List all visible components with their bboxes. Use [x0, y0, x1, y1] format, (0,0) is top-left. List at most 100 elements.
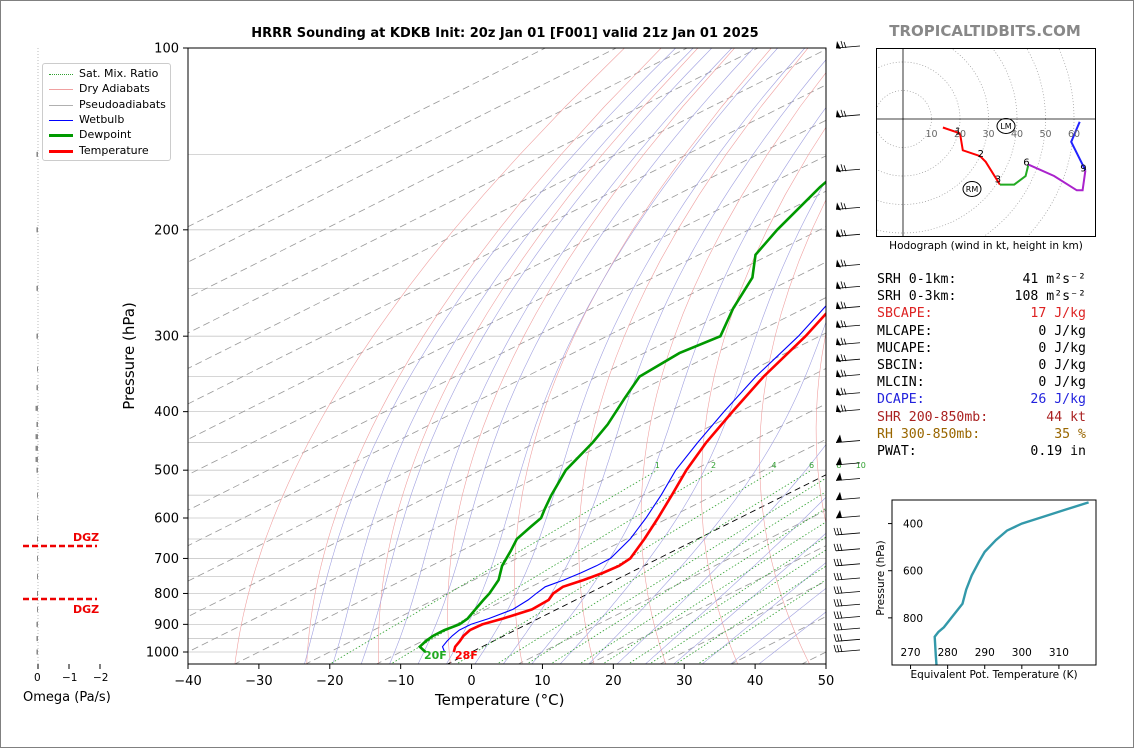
isotherm-line [517, 509, 826, 664]
x-tick-label: −20 [316, 674, 343, 689]
isotherm-line [188, 48, 826, 369]
omega-bar [37, 574, 38, 580]
hodograph-height-label: 6 [1023, 158, 1029, 169]
stats-label: MLCIN: [877, 375, 925, 391]
isotherm-line [659, 580, 826, 664]
thetae-ylabel: Pressure (hPa) [875, 540, 887, 615]
x-tick-label: −10 [387, 674, 414, 689]
y-axis-ticks: 1000 900 800 700 600 500 400 300 200 100 [146, 42, 188, 661]
thetae-x-label: 290 [975, 647, 995, 659]
pseudoadiabat-line [474, 48, 806, 664]
omega-bar [37, 606, 38, 612]
mixing-ratio-labels: 1246810131620243036 [655, 461, 866, 470]
mixing-ratio-line [526, 477, 826, 664]
stats-value: 0 J/kg [1038, 357, 1086, 373]
y-tick-label: 800 [154, 587, 179, 602]
thetae-y-label: 600 [903, 566, 923, 578]
wind-barb [833, 634, 861, 642]
wind-barb [835, 434, 861, 443]
stats-label: SBCIN: [877, 357, 925, 373]
mixing-ratio-label: 6 [809, 461, 814, 470]
mixing-ratio-label: 10 [856, 461, 866, 470]
x-axis-ticks: −40 −30 −20 −10 0 10 20 30 40 50 [174, 664, 834, 689]
thetae-x-label: 280 [938, 647, 958, 659]
isotherm-line [188, 48, 546, 228]
omega-bar [36, 333, 38, 339]
wind-barb [833, 644, 861, 653]
mixing-ratio-line [627, 536, 826, 664]
stats-label: SBCAPE: [877, 306, 933, 322]
pseudoadiabat-line [588, 321, 826, 664]
wind-barb [833, 572, 861, 581]
pseudoadiabat-line [446, 48, 778, 664]
pseudoadiabat-line [332, 48, 694, 664]
isotherm-line [446, 474, 826, 664]
wind-barb [833, 623, 861, 631]
pseudoadiabat-line [758, 611, 826, 664]
dry-adiabat-line [700, 126, 826, 664]
thetae-x-label: 270 [901, 647, 921, 659]
stats-value: 41 m²s⁻² [1022, 272, 1086, 287]
stats-value: 0 J/kg [1038, 340, 1086, 356]
isotherm-line [188, 332, 826, 653]
thetae-x-label: 310 [1049, 647, 1069, 659]
hodograph-ring-label: 60 [1068, 129, 1080, 140]
thetae-y-label: 400 [903, 519, 923, 531]
wind-barb [833, 586, 861, 594]
omega-tick-2: −2 [93, 672, 109, 684]
wetbulb-series-line [441, 304, 826, 653]
y-tick-label: 300 [154, 330, 179, 345]
stats-label: SHR 200-850mb: [877, 409, 989, 425]
omega-bar [36, 649, 38, 655]
omega-bar [35, 445, 38, 451]
y-axis-title: Pressure (hPa) [120, 302, 138, 410]
dewpoint-series-line [417, 180, 826, 653]
y-tick-label: 200 [154, 223, 179, 238]
wind-barb [835, 259, 861, 268]
hodograph-ring-label: 10 [925, 129, 937, 140]
hodograph-segment [1027, 163, 1087, 192]
hodograph-ring [876, 48, 1018, 234]
y-tick-label: 400 [154, 405, 179, 420]
pseudoadiabat-line [389, 48, 733, 664]
isotherm-line [801, 651, 826, 664]
hodograph-ring-labels: 10 20 30 40 50 60 [925, 129, 1080, 140]
pseudoadiabat-line [730, 587, 826, 664]
mixing-ratio-label: 8 [836, 461, 841, 470]
hodograph-ring-label: 40 [1011, 129, 1023, 140]
pseudoadiabat-line [701, 562, 826, 664]
x-tick-label: 10 [534, 674, 551, 689]
stats-row: SRH 0-1km: 41 m²s⁻² [877, 271, 1092, 288]
stats-value: 0 J/kg [1038, 323, 1086, 339]
stats-row: SBCAPE: 17 J/kg [877, 305, 1092, 322]
mixing-ratio-line [602, 521, 826, 664]
isotherm-line [188, 48, 688, 299]
stats-value: 0.19 in [1030, 443, 1086, 459]
stats-label: MLCAPE: [877, 323, 933, 339]
stats-label: SRH 0-3km: [877, 289, 957, 305]
omega-bar [37, 555, 38, 561]
stats-label: PWAT: [877, 443, 917, 459]
wind-barb [833, 599, 861, 607]
wind-barbs [833, 40, 861, 653]
wind-barb [835, 472, 861, 481]
omega-bar [37, 590, 38, 596]
omega-bar [35, 405, 38, 411]
wind-barb [833, 611, 861, 619]
hodograph-segment [1070, 121, 1087, 171]
stats-label: DCAPE: [877, 392, 925, 408]
hodograph-height-label: 9 [1080, 163, 1086, 174]
surface-temperature-label: 28F [455, 649, 478, 662]
pseudoadiabat-line [304, 48, 676, 664]
wind-barb [835, 491, 861, 501]
stats-row: DCAPE: 26 J/kg [877, 391, 1092, 408]
mixing-ratio-label: 2 [711, 461, 716, 470]
hodograph-height-label: 2 [978, 149, 984, 160]
omega-bar [36, 227, 38, 233]
wind-barb [835, 281, 861, 290]
mixing-ratio-lines [329, 469, 826, 664]
stats-row: PWAT: 0.19 in [877, 443, 1092, 460]
omega-bar [36, 421, 38, 427]
dry-adiabat-line [306, 48, 662, 664]
storm-motion-lm: LM [996, 118, 1016, 134]
